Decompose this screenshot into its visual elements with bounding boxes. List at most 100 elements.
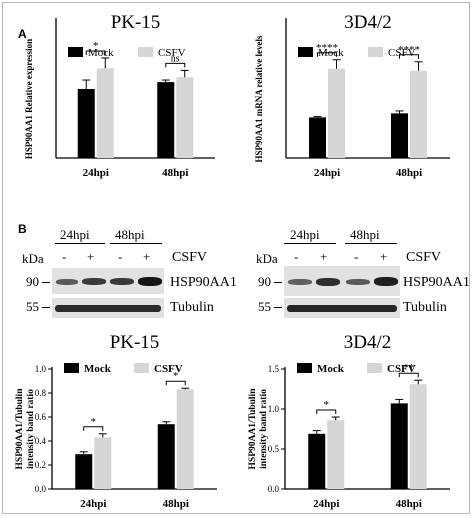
bar-mock [308, 433, 326, 489]
y-tick-label: 0.0 [268, 484, 280, 494]
chart-3d42-protein: 3D4/2 0.0 0.5 1.0 1.5 HSP90AA1/Tubulin intensi… [248, 332, 450, 510]
legend-swatch [64, 363, 79, 373]
blot-band [316, 278, 340, 286]
category-label: 48hpi [162, 167, 188, 179]
blot-strip-tubulin [52, 298, 164, 318]
bar-mock [157, 424, 175, 489]
bar-csfv [96, 68, 114, 158]
significance-bracket [85, 50, 106, 55]
significance-bracket [398, 372, 419, 378]
blot-group-label: 48hpi [350, 227, 380, 242]
legend-label: CSFV [158, 47, 186, 59]
blot-band [55, 305, 161, 312]
significance-bracket [316, 409, 337, 414]
bar-csfv [409, 384, 427, 489]
lane-sign: + [87, 249, 95, 264]
lane-sign: - [354, 249, 359, 264]
chart-title: 3D4/2 [344, 332, 392, 353]
y-axis-label: intensity band ratio [26, 389, 36, 469]
legend-label: Mock [84, 363, 112, 375]
marker-90: 90 [26, 274, 39, 289]
blot-band [346, 279, 370, 285]
blot-band [110, 278, 134, 285]
category-label: 48hpi [163, 498, 189, 510]
chart-title: PK-15 [110, 332, 160, 353]
y-axis-label: HSP90AA1 mRNA relative levels [254, 35, 264, 163]
bar-mock [390, 403, 408, 489]
bar-csfv [328, 68, 345, 158]
treatment-label: CSFV [406, 250, 442, 265]
y-axis-label: HSP90AA1/Tubulin [15, 388, 25, 470]
legend-label: Mock [88, 47, 114, 59]
lane-sign: + [143, 249, 151, 264]
chart-title: 3D4/2 [344, 12, 392, 33]
legend-label: CSFV [154, 363, 183, 375]
lane-sign: + [380, 249, 388, 264]
y-tick-label: 1.5 [268, 364, 280, 374]
bar-csfv [410, 70, 427, 158]
group-underline [345, 243, 397, 244]
bar-mock [157, 82, 175, 158]
blot-band [374, 277, 398, 286]
blot-group-label: 48hpi [115, 227, 145, 242]
y-tick-label: 0.6 [35, 412, 47, 422]
marker-tick [274, 282, 282, 283]
significance-label: **** [398, 44, 420, 56]
legend-swatch [68, 47, 83, 57]
significance-label: * [324, 399, 330, 411]
panel-label-b: B [18, 222, 27, 236]
significance-bracket [165, 380, 186, 386]
significance-label: * [91, 416, 97, 428]
bar-mock [309, 117, 326, 158]
group-underline [110, 243, 162, 244]
chart-title: PK-15 [111, 12, 161, 33]
protein-label: HSP90AA1 [170, 275, 237, 290]
legend-label: Mock [317, 363, 345, 375]
blot-group-label: 24hpi [290, 227, 320, 242]
blot-group-label: 24hpi [60, 227, 90, 242]
bar-mock [391, 113, 408, 158]
significance-bracket [83, 426, 104, 431]
category-label: 24hpi [83, 167, 109, 179]
legend-swatch [368, 47, 383, 57]
marker-55: 55 [258, 299, 271, 314]
kda-label: kDa [22, 251, 44, 266]
y-axis-label: HSP90AA1/Tubulin [248, 388, 258, 470]
kda-label: kDa [256, 251, 278, 266]
significance-label: ns [171, 53, 180, 64]
significance-label: **** [316, 42, 338, 54]
figure-frame [2, 2, 470, 514]
y-tick-label: 0.2 [35, 460, 46, 470]
bar-csfv [176, 389, 194, 489]
marker-90: 90 [258, 274, 271, 289]
blot-band [82, 278, 106, 285]
y-tick-label: 1.0 [35, 364, 47, 374]
category-label: 24hpi [313, 498, 339, 510]
marker-tick [42, 282, 50, 283]
significance-bracket [399, 54, 419, 59]
group-underline [55, 243, 105, 244]
y-axis-label: HSP90AA1 Relative expression [24, 39, 34, 159]
lane-sign: - [62, 249, 67, 264]
lane-sign: + [320, 249, 328, 264]
panel-label-a: A [18, 27, 27, 41]
chart-pk15-protein: PK-15 0.0 0.2 0.4 0.6 0.8 1.0 HSP90AA1/Tubulin i… [15, 332, 217, 510]
legend-swatch [134, 363, 149, 373]
group-underline [284, 243, 336, 244]
category-label: 48hpi [396, 167, 422, 179]
y-tick-label: 0.4 [35, 436, 47, 446]
bar-csfv [176, 77, 194, 158]
legend-label: CSFV [387, 363, 416, 375]
category-label: 48hpi [396, 498, 422, 510]
legend-label: CSFV [388, 47, 416, 59]
blot-strip-hsp90 [52, 268, 164, 294]
legend-swatch [298, 47, 313, 57]
significance-bracket [165, 62, 186, 68]
bar-csfv [327, 420, 345, 489]
y-tick-label: 1.0 [268, 404, 280, 414]
bar-mock [75, 454, 93, 489]
marker-tick [42, 307, 50, 308]
blot-strip-tubulin [284, 298, 400, 318]
blot-band [138, 277, 162, 286]
